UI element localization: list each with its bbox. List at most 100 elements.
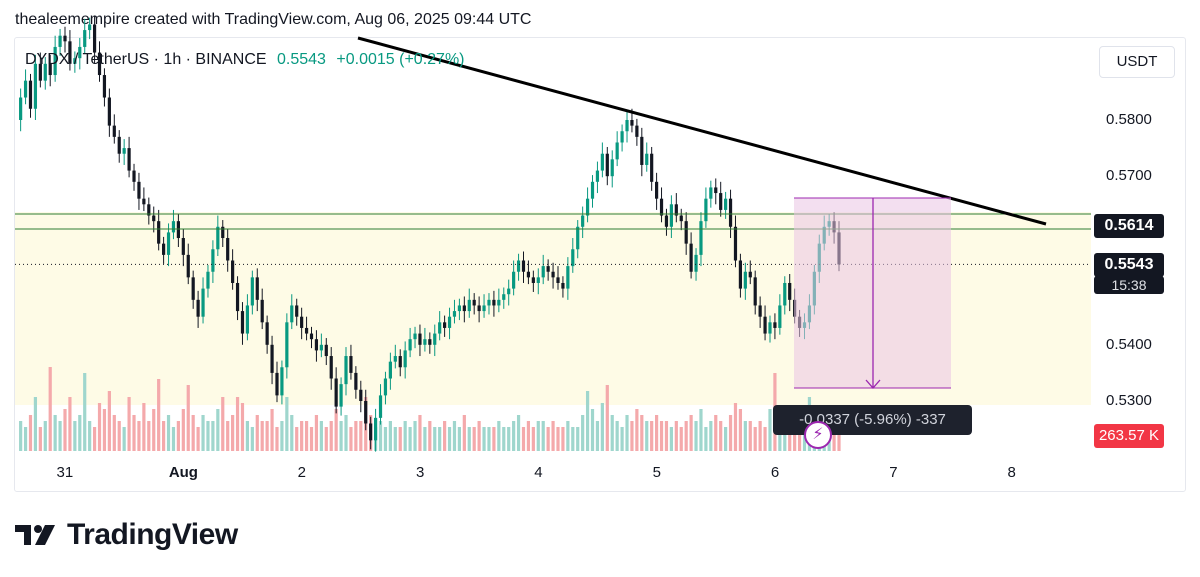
volume-bar xyxy=(438,427,442,451)
candle-body xyxy=(53,46,57,76)
candle-body xyxy=(664,215,669,227)
candle xyxy=(92,15,97,64)
candle-body xyxy=(166,232,171,255)
candle xyxy=(117,130,121,163)
bar-countdown: 15:38 xyxy=(1094,276,1164,294)
volume-bar xyxy=(467,427,471,451)
candle-body xyxy=(640,136,644,165)
candle-body xyxy=(102,75,107,98)
volume-bar xyxy=(541,421,545,451)
candle xyxy=(304,316,309,341)
candle-body xyxy=(383,378,388,396)
time-tick-label: 6 xyxy=(770,464,780,481)
volume-bar xyxy=(260,421,264,451)
candle xyxy=(413,326,417,349)
target-arrow-head xyxy=(865,379,881,389)
candle-body xyxy=(536,277,540,283)
symbol-name[interactable]: DYDX / TetherUS · 1h · BINANCE xyxy=(25,51,267,68)
volume-bar xyxy=(600,403,604,451)
candle-body xyxy=(585,198,590,216)
tradingview-brand[interactable]: TradingView xyxy=(15,518,238,552)
candle xyxy=(492,290,496,317)
attribution-text: thealeemempire created with TradingView.… xyxy=(15,11,532,28)
volume-bar xyxy=(728,415,733,451)
volume-bar xyxy=(571,427,575,451)
last-price: 0.5543 xyxy=(277,51,326,68)
volume-bar xyxy=(689,415,693,451)
candle-body xyxy=(408,339,412,351)
candle-body xyxy=(260,299,264,323)
volume-bar xyxy=(576,427,580,451)
candle xyxy=(240,302,245,345)
candle-body xyxy=(531,277,535,283)
candle xyxy=(290,294,294,330)
candle xyxy=(235,276,240,321)
candle xyxy=(166,223,171,267)
candle-body xyxy=(68,41,72,64)
volume-bar xyxy=(452,421,457,451)
candle xyxy=(620,124,624,152)
candle xyxy=(438,311,442,341)
candle xyxy=(58,28,62,56)
volume-bar xyxy=(97,403,102,451)
candle xyxy=(364,389,368,431)
price-change: +0.0015 (+0.27%) xyxy=(336,51,465,68)
candle xyxy=(112,114,116,144)
volume-bar xyxy=(477,421,481,451)
candle xyxy=(610,150,614,188)
tradingview-logo-icon xyxy=(15,525,55,545)
candle xyxy=(245,294,250,341)
candle-body xyxy=(728,198,733,227)
volume-bar xyxy=(457,427,461,451)
symbol-legend[interactable]: DYDX / TetherUS · 1h · BINANCE 0.5543 +0… xyxy=(25,51,465,69)
volume-bar xyxy=(78,415,82,451)
candle xyxy=(536,268,540,295)
candle xyxy=(354,366,358,399)
volume-bar xyxy=(403,421,407,451)
candle-body xyxy=(373,417,378,441)
candle-body xyxy=(512,271,516,289)
price-tick-label: 0.5300 xyxy=(1106,392,1152,409)
candle-body xyxy=(674,204,678,216)
candle-body xyxy=(300,316,304,328)
volume-bar xyxy=(566,421,570,451)
candle xyxy=(645,142,649,172)
lightning-bolt-icon[interactable]: ⚡ xyxy=(804,421,832,449)
candle-body xyxy=(206,271,210,289)
candle xyxy=(68,30,72,71)
candle xyxy=(773,313,777,340)
volume-bar xyxy=(339,421,343,451)
volume-bar xyxy=(472,427,476,451)
volume-bar xyxy=(413,421,417,451)
candle-body xyxy=(714,187,718,194)
volume-bar xyxy=(556,427,560,451)
candle xyxy=(423,327,427,352)
candle xyxy=(615,131,619,167)
candle xyxy=(171,209,176,240)
volume-bar xyxy=(610,415,614,451)
candle-body xyxy=(19,97,23,120)
candle xyxy=(142,187,146,212)
volume-bar xyxy=(428,421,432,451)
candle xyxy=(53,35,57,82)
currency-button[interactable]: USDT xyxy=(1099,46,1175,78)
candle xyxy=(28,73,33,118)
volume-bar xyxy=(650,421,654,451)
candle xyxy=(97,41,102,82)
candle xyxy=(763,305,767,341)
candle-body xyxy=(226,238,230,261)
candle xyxy=(467,288,471,318)
volume-bar xyxy=(137,421,141,451)
volume-bar xyxy=(507,427,511,451)
candle-body xyxy=(452,311,457,317)
candle-body xyxy=(23,80,28,98)
candle xyxy=(403,341,407,379)
candle-body xyxy=(724,198,728,210)
candle xyxy=(181,229,185,267)
candle xyxy=(309,326,314,349)
candle-body xyxy=(438,322,442,334)
candle-body xyxy=(83,30,87,47)
candle xyxy=(369,416,373,450)
candle xyxy=(260,288,264,330)
